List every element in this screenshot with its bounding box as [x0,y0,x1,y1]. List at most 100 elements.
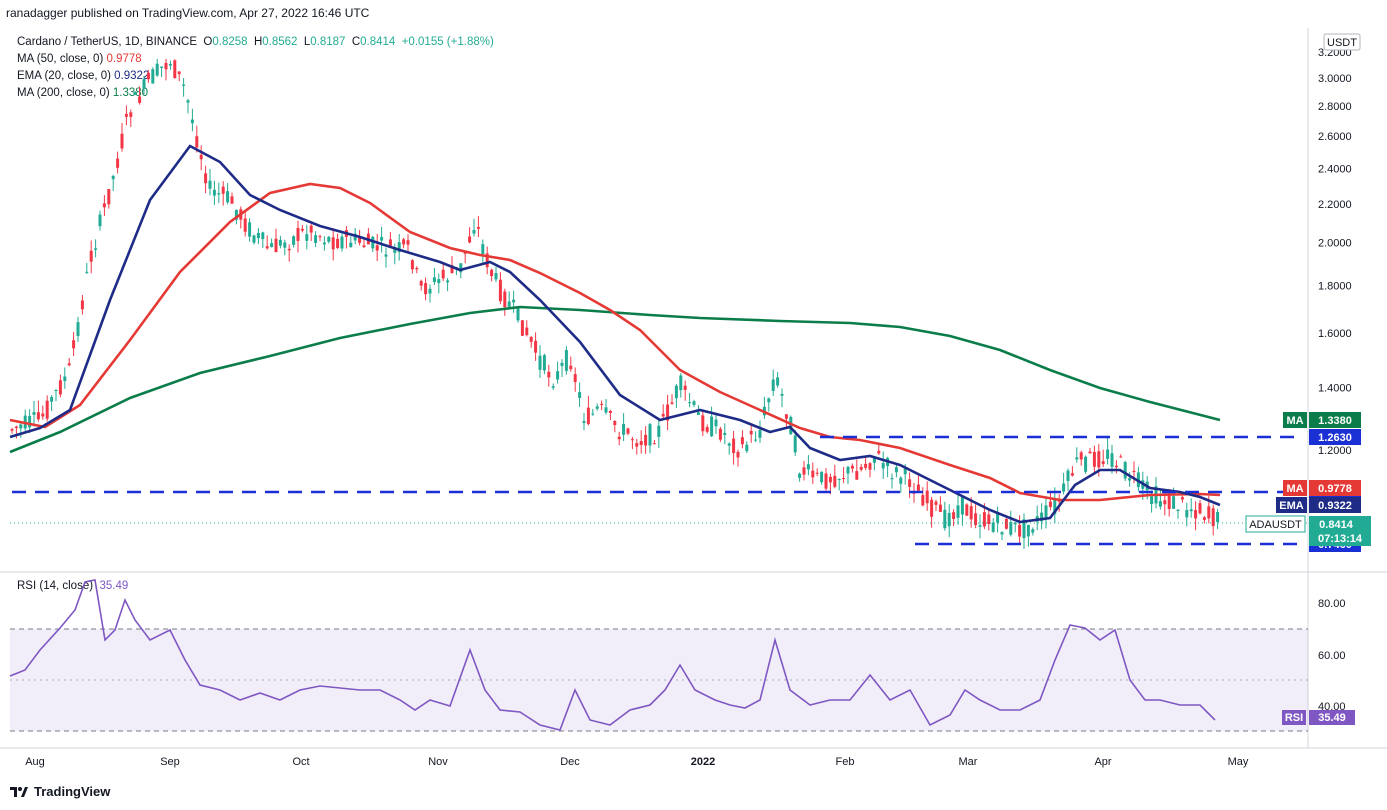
indicator-name-label: MA [1286,415,1303,427]
candle-body [76,322,80,337]
candle-body [793,435,797,453]
candle-body [208,180,212,189]
price-tick-label: 1.2000 [1318,445,1352,457]
candle-body [674,385,678,399]
candle-body [472,229,476,234]
candle-body [776,377,780,386]
candle-body [146,72,150,80]
candle-body [1066,470,1070,481]
candle-body [410,260,414,270]
candle-body [894,467,898,473]
candle-body [868,463,872,470]
candle-body [221,186,225,194]
ma50-row[interactable]: MA (50, close, 0) 0.9778 [17,51,494,68]
candle-body [705,427,709,432]
candle-body [1207,506,1211,519]
candle-body [798,473,802,478]
candle-body [1048,501,1052,508]
candle-body [419,280,423,286]
candle-body [173,60,177,78]
candle-body [670,402,674,404]
candle-body [529,336,533,342]
candle-body [503,291,507,308]
candle-body [767,398,771,403]
candle-body [322,242,326,245]
symbol-name[interactable]: Cardano / TetherUS, 1D, BINANCE [17,36,198,48]
rsi-value-label: 35.49 [1318,712,1346,724]
candle-body [604,407,608,413]
candle-body [754,439,758,441]
candle-body [124,113,128,117]
candle-body [683,385,687,390]
price-tick-label: 1.4000 [1318,382,1352,394]
candle-body [600,403,604,405]
candle-body [393,247,397,253]
time-tick-label: Aug [25,756,45,768]
candle-body [520,320,524,336]
symbol-row: Cardano / TetherUS, 1D, BINANCE O0.8258 … [17,34,494,51]
price-tick-label: 1.6000 [1318,328,1352,340]
close-value: 0.8414 [360,36,396,48]
candle-body [358,236,362,243]
rsi-legend[interactable]: RSI (14, close) 35.49 [17,580,128,592]
candle-body [494,272,498,280]
price-tick-label: 2.6000 [1318,131,1352,143]
candle-body [578,392,582,398]
candle-body [168,63,172,66]
indicator-name-label: MA [1286,483,1303,495]
candle-body [432,277,436,283]
candle-body [300,228,304,231]
price-axis[interactable]: 3.20003.00002.80002.60002.40002.20002.00… [1318,47,1352,713]
candle-body [1180,497,1184,500]
candle-body [441,269,445,279]
last-price-value: 0.8414 [1319,519,1354,531]
candle-body [846,466,850,474]
candle-body [881,463,885,469]
candle-body [1009,522,1013,535]
ma200-line [9,305,1221,454]
candle-body [142,79,146,89]
candle-body [1189,509,1193,512]
price-tick-label: 2.2000 [1318,199,1352,211]
candle-body [397,242,401,253]
time-axis[interactable]: Aug Sep Oct Nov Dec 2022 Feb Mar Apr May [25,756,1249,768]
candle-body [745,444,749,452]
candle-body [314,235,318,243]
candle-body [696,412,700,415]
candle-body [877,450,881,454]
candle-body [784,414,788,419]
candle-body [771,379,775,391]
candle-body [1158,501,1162,507]
candle-body [556,371,560,380]
candle-body [1185,510,1189,518]
candle-body [938,504,942,512]
candle-body [85,271,89,273]
candle-body [353,233,357,241]
candle-body [872,457,876,463]
candle-body [63,376,67,381]
time-tick-label: 2022 [691,756,715,768]
indicator-value-tag [1309,497,1361,513]
tradingview-footer[interactable]: TradingView [10,784,110,799]
ema20-row[interactable]: EMA (20, close, 0) 0.9322 [17,68,494,85]
candle-body [116,158,120,168]
high-label: H [253,36,263,48]
candle-body [595,406,599,409]
candle-body [569,365,573,370]
low-label: L [303,36,311,48]
candle-body [507,301,511,307]
candle-body [111,175,115,180]
candle-body [586,407,590,425]
currency-box[interactable] [1323,33,1361,51]
ema20-label: EMA (20, close, 0) [17,70,111,82]
candle-body [1119,456,1123,458]
time-tick-label: Mar [959,756,978,768]
candle-body [318,236,322,238]
level-tag-label: 1.2630 [1318,432,1352,444]
candle-body [639,441,643,445]
candle-body [547,371,551,378]
candle-body [226,191,230,203]
candle-body [459,263,463,273]
candle-body [947,512,951,527]
